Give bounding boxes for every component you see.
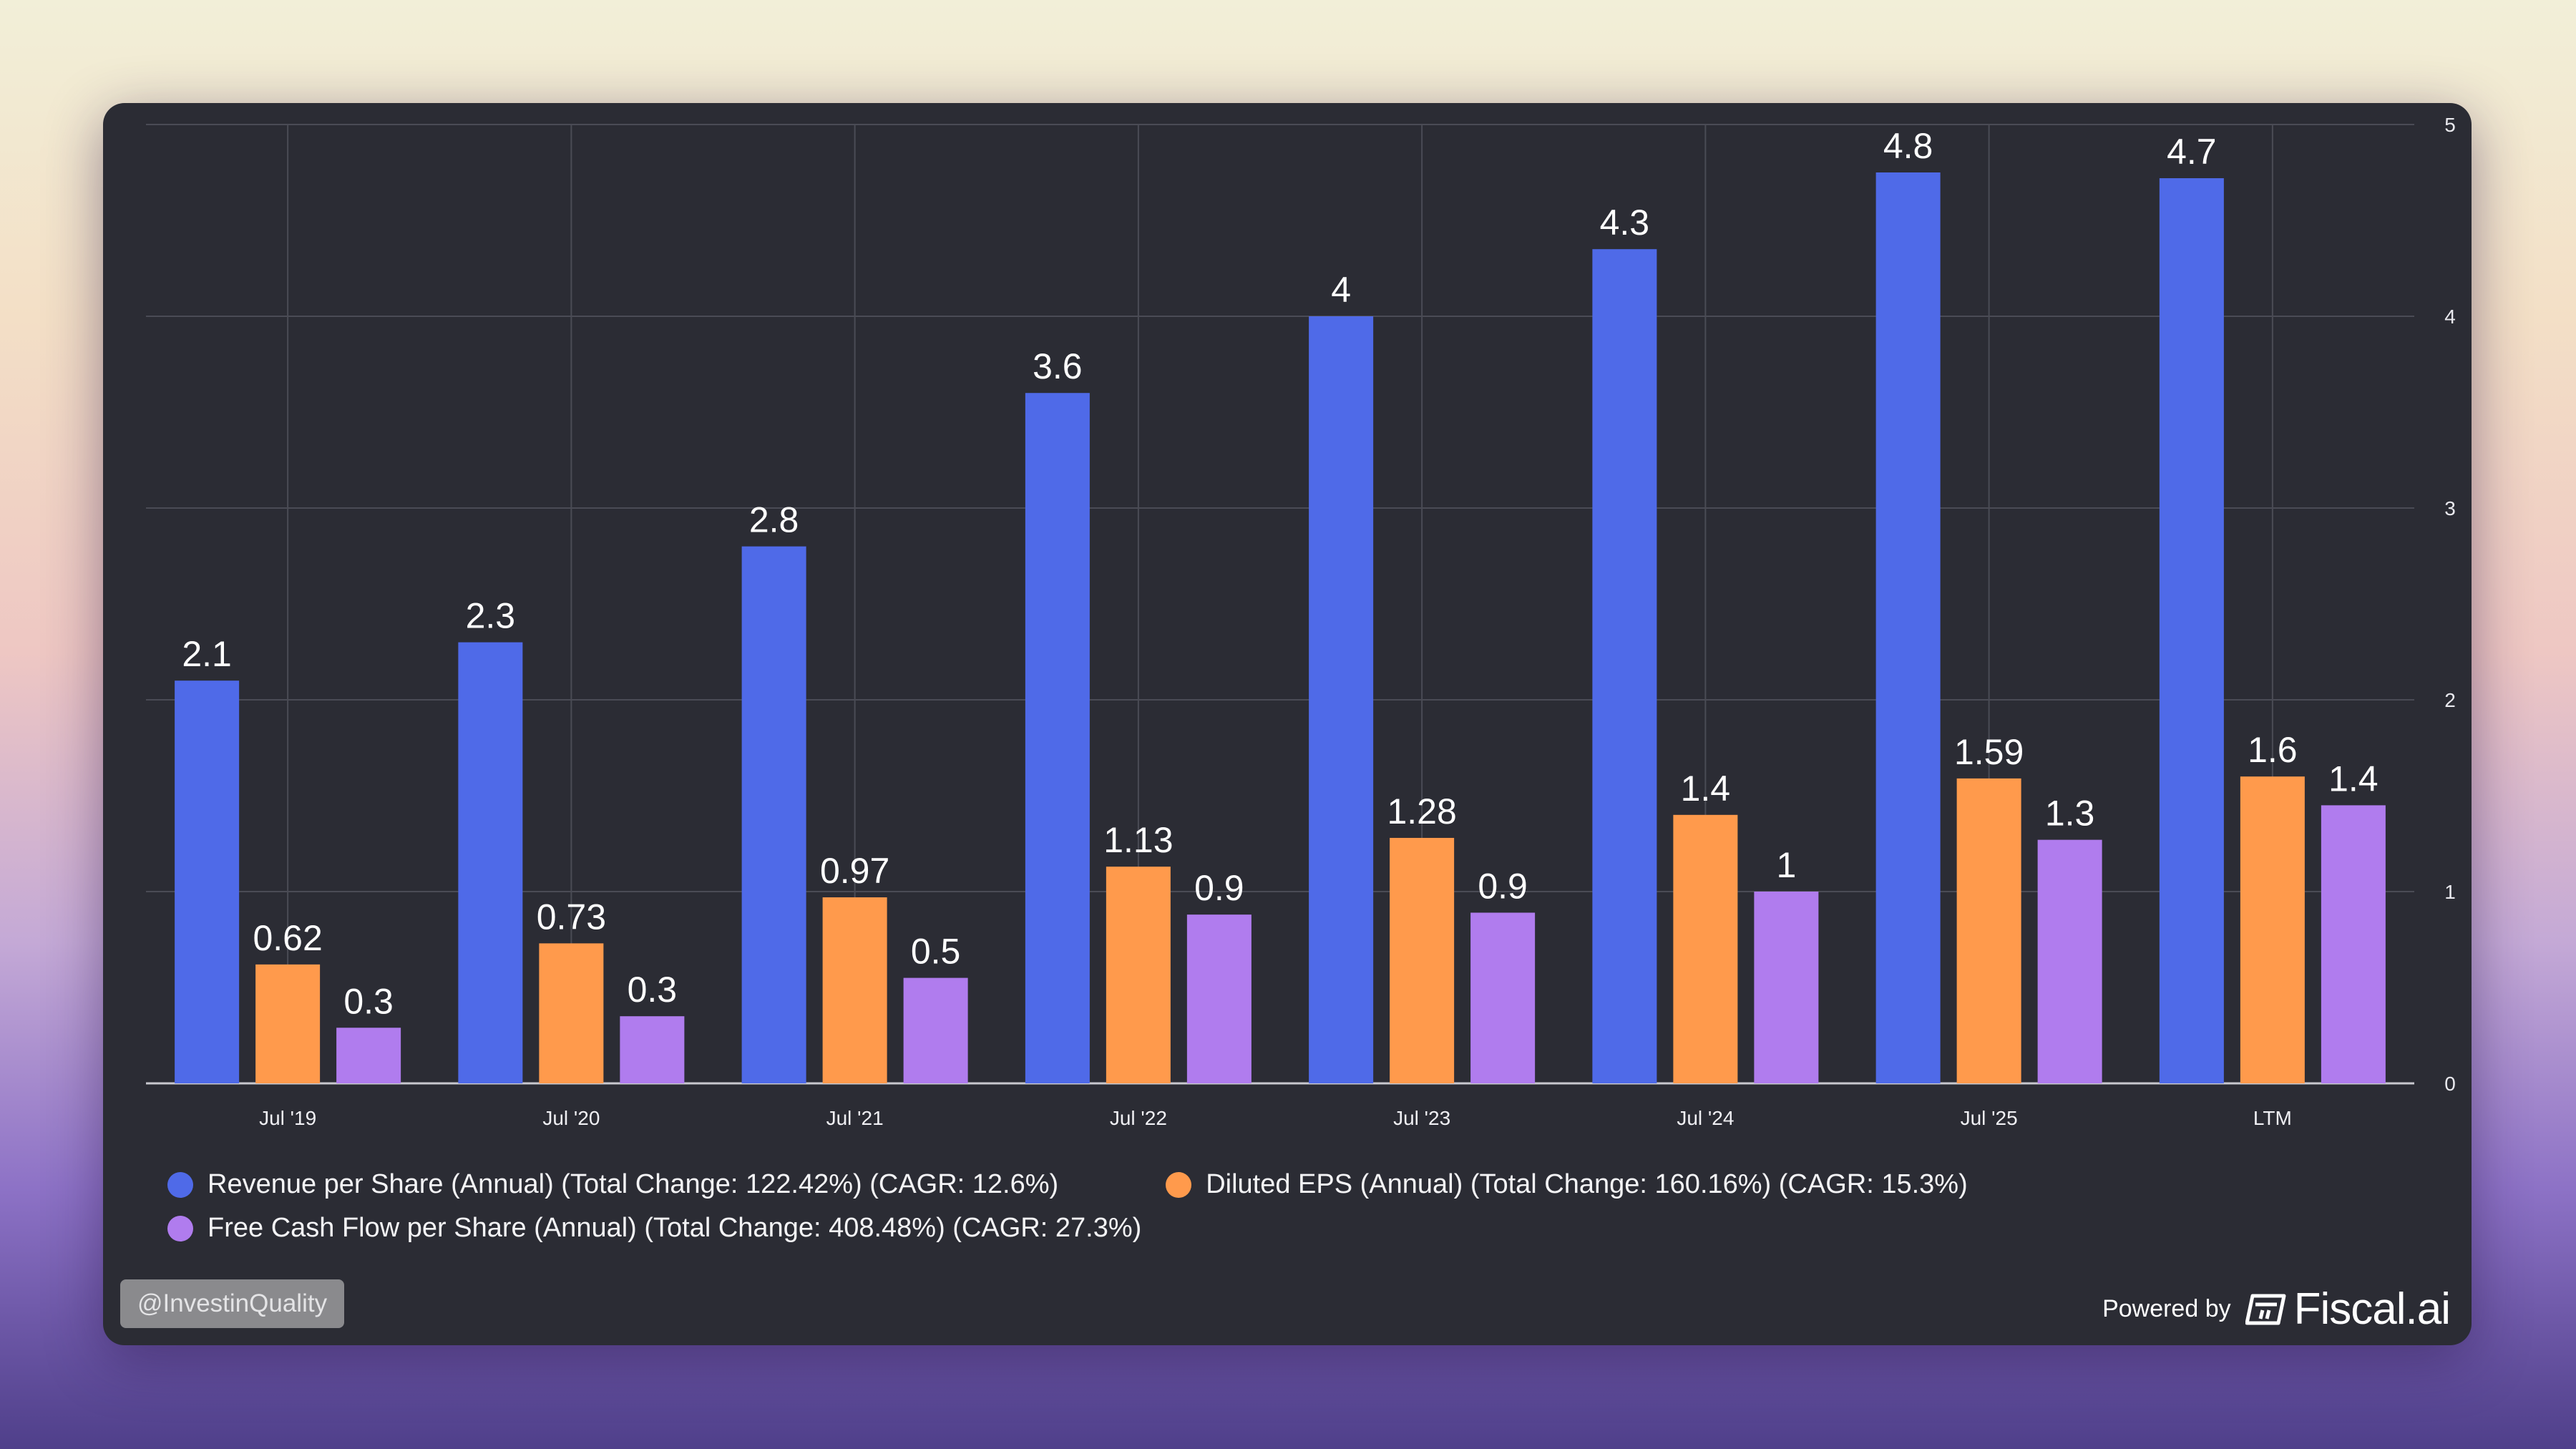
data-label: 0.97 bbox=[820, 851, 889, 891]
legend-label: Free Cash Flow per Share (Annual) (Total… bbox=[208, 1213, 1142, 1243]
bar-chart: 2.1 2.3 2.8 3.6 4 4.3 4.8 4.7 0.62 0.73 0.97 1.13 1.… bbox=[146, 114, 2456, 1129]
data-label: 1.4 bbox=[1681, 769, 1731, 809]
bar[interactable] bbox=[539, 943, 604, 1083]
axes: 0 1 2 3 4 5 Jul '19 Jul '20 Jul '21 Jul '22 Jul '2… bbox=[259, 114, 2456, 1129]
legend-item-diluted-eps[interactable]: Diluted EPS (Annual) (Total Change: 160.… bbox=[1166, 1169, 1968, 1200]
legend-label: Diluted EPS (Annual) (Total Change: 160.… bbox=[1206, 1169, 1968, 1199]
bar[interactable] bbox=[2037, 839, 2102, 1083]
bar[interactable] bbox=[1186, 914, 1252, 1083]
legend-marker bbox=[167, 1171, 193, 1198]
y-tick-label: 3 bbox=[2444, 497, 2456, 519]
legend-marker bbox=[1166, 1171, 1192, 1198]
author-handle: @InvestinQuality bbox=[120, 1279, 345, 1328]
brand-name: Fiscal.ai bbox=[2293, 1284, 2451, 1334]
x-tick-label: Jul '25 bbox=[1961, 1107, 2018, 1129]
legend-marker bbox=[167, 1215, 193, 1241]
chart-card: 2.1 2.3 2.8 3.6 4 4.3 4.8 4.7 0.62 0.73 0.97 1.13 1.… bbox=[103, 103, 2472, 1345]
bar[interactable] bbox=[255, 964, 321, 1083]
bar[interactable] bbox=[741, 546, 806, 1083]
x-tick-label: Jul '23 bbox=[1393, 1107, 1450, 1129]
bar[interactable] bbox=[822, 897, 887, 1083]
data-label: 1.4 bbox=[2328, 758, 2379, 799]
data-label: 1.6 bbox=[2248, 730, 2298, 770]
powered-by: Powered by Fiscal.ai bbox=[2102, 1284, 2451, 1335]
data-label: 1.13 bbox=[1103, 820, 1173, 860]
data-label: 2.1 bbox=[182, 634, 232, 674]
x-tick-label: LTM bbox=[2253, 1107, 2292, 1129]
bar[interactable] bbox=[1390, 837, 1455, 1083]
legend-item-free-cash-flow-per-share[interactable]: Free Cash Flow per Share (Annual) (Total… bbox=[167, 1213, 1141, 1244]
bar[interactable] bbox=[1956, 778, 2021, 1083]
bar[interactable] bbox=[620, 1016, 685, 1083]
data-label: 0.62 bbox=[253, 918, 322, 958]
y-tick-label: 5 bbox=[2444, 114, 2456, 136]
bar[interactable] bbox=[1875, 172, 1941, 1083]
brand-logo[interactable]: Fiscal.ai bbox=[2245, 1284, 2451, 1335]
data-label: 4.3 bbox=[1600, 203, 1650, 243]
bar[interactable] bbox=[1592, 249, 1657, 1084]
data-label: 0.73 bbox=[537, 897, 606, 937]
bar[interactable] bbox=[2240, 776, 2305, 1083]
bar[interactable] bbox=[175, 680, 240, 1083]
x-tick-label: Jul '21 bbox=[826, 1107, 884, 1129]
bars bbox=[175, 172, 2386, 1084]
bar[interactable] bbox=[336, 1028, 401, 1083]
data-label: 1.59 bbox=[1954, 732, 2024, 772]
bar[interactable] bbox=[458, 642, 523, 1083]
legend-label: Revenue per Share (Annual) (Total Change… bbox=[208, 1169, 1059, 1199]
powered-by-text: Powered by bbox=[2102, 1294, 2231, 1322]
data-label: 4.7 bbox=[2167, 132, 2217, 172]
x-tick-label: Jul '19 bbox=[259, 1107, 316, 1129]
y-tick-label: 4 bbox=[2444, 306, 2456, 328]
data-label: 0.5 bbox=[911, 932, 961, 972]
x-tick-label: Jul '24 bbox=[1677, 1107, 1734, 1129]
bar[interactable] bbox=[1106, 867, 1171, 1083]
data-label: 1.28 bbox=[1387, 791, 1456, 831]
bar[interactable] bbox=[1754, 892, 1819, 1083]
y-tick-label: 0 bbox=[2444, 1073, 2456, 1095]
data-label: 0.3 bbox=[628, 970, 678, 1010]
bar[interactable] bbox=[2159, 178, 2224, 1083]
y-tick-label: 2 bbox=[2444, 689, 2456, 711]
bar[interactable] bbox=[2321, 805, 2386, 1083]
data-label: 0.9 bbox=[1194, 868, 1244, 908]
data-label: 3.6 bbox=[1033, 346, 1083, 386]
bar[interactable] bbox=[1470, 912, 1536, 1083]
y-tick-label: 1 bbox=[2444, 881, 2456, 903]
bar[interactable] bbox=[1309, 316, 1374, 1083]
bar[interactable] bbox=[1673, 814, 1738, 1083]
legend-item-revenue-per-share[interactable]: Revenue per Share (Annual) (Total Change… bbox=[167, 1169, 1058, 1200]
legend: Revenue per Share (Annual) (Total Change… bbox=[167, 1169, 2386, 1244]
x-tick-label: Jul '20 bbox=[542, 1107, 600, 1129]
bar[interactable] bbox=[1025, 393, 1090, 1083]
x-tick-label: Jul '22 bbox=[1110, 1107, 1167, 1129]
data-label: 1 bbox=[1776, 845, 1796, 885]
data-labels: 2.1 2.3 2.8 3.6 4 4.3 4.8 4.7 0.62 0.73 0.97 1.13 1.… bbox=[182, 126, 2378, 1021]
data-label: 2.8 bbox=[749, 500, 799, 540]
bar[interactable] bbox=[903, 977, 968, 1083]
data-label: 4 bbox=[1331, 270, 1351, 310]
fiscal-logo-icon bbox=[2245, 1294, 2286, 1325]
data-label: 0.9 bbox=[1478, 866, 1528, 906]
data-label: 1.3 bbox=[2045, 794, 2095, 834]
data-label: 2.3 bbox=[466, 596, 516, 636]
data-label: 4.8 bbox=[1883, 126, 1933, 166]
data-label: 0.3 bbox=[343, 981, 394, 1021]
